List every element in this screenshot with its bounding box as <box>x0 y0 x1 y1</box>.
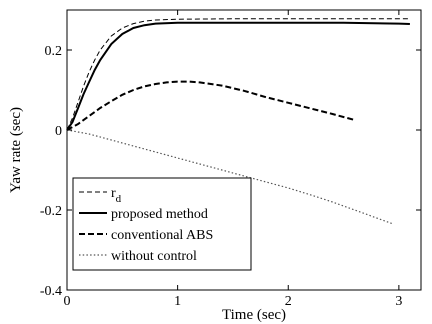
tick-layer: 0 1 2 3 -0.4 -0.2 0 0.2 <box>40 10 421 309</box>
legend-label-3: without control <box>111 249 197 264</box>
legend-item-0: rd <box>79 186 122 205</box>
legend-item-2: conventional ABS <box>79 228 213 243</box>
legend-label-0: rd <box>111 186 122 205</box>
legend-item-3: without control <box>79 249 197 264</box>
legend-label-subscript-0: d <box>116 193 122 205</box>
legend: rd proposed method conventional ABS without… <box>72 177 252 271</box>
series-line-2 <box>66 80 355 131</box>
y-tick-label-1: -0.2 <box>40 204 62 219</box>
y-axis-label: Yaw rate (sec) <box>8 107 24 193</box>
y-tick-label-0: -0.4 <box>40 284 62 299</box>
series-line-3 <box>66 129 394 225</box>
legend-item-1: proposed method <box>79 207 208 222</box>
y-tick-label-3: 0.2 <box>45 44 63 59</box>
series-layer <box>66 18 410 225</box>
series-line-0 <box>66 18 410 131</box>
x-axis-label: Time (sec) <box>222 307 286 323</box>
series-line-1 <box>66 21 410 131</box>
x-tick-label-1: 1 <box>174 294 181 309</box>
legend-label-1: proposed method <box>111 207 208 222</box>
x-tick-label-2: 2 <box>285 294 292 309</box>
legend-label-2: conventional ABS <box>111 228 213 243</box>
x-tick-label-3: 3 <box>395 294 402 309</box>
y-tick-label-2: 0 <box>55 124 62 139</box>
x-tick-label-0: 0 <box>64 294 71 309</box>
